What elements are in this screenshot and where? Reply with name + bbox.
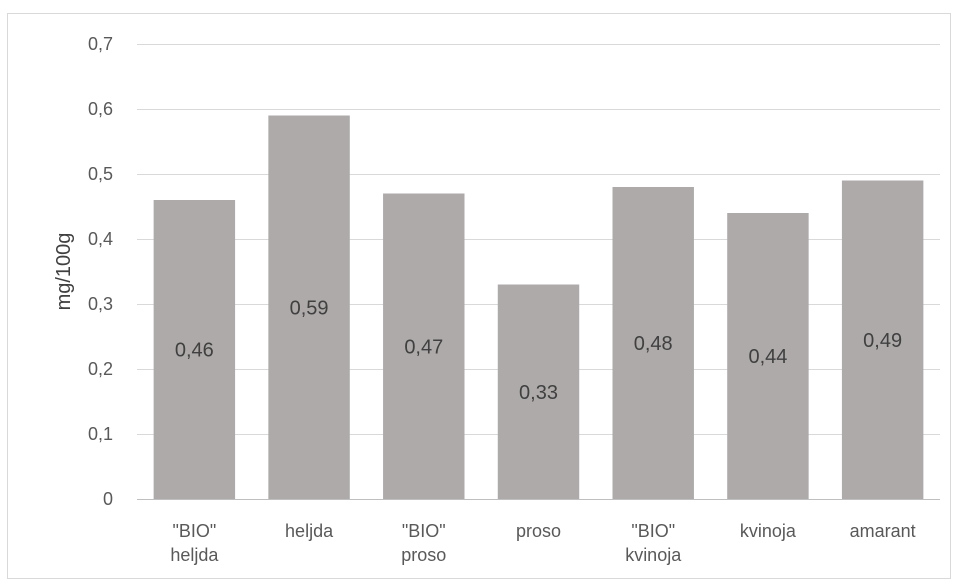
x-category-label: "BIO" heljda <box>170 521 219 565</box>
x-category-label: amarant <box>850 521 916 541</box>
x-category-label: kvinoja <box>740 521 797 541</box>
y-tick-label: 0,4 <box>88 229 113 249</box>
y-tick-label: 0,6 <box>88 99 113 119</box>
data-label: 0,33 <box>519 382 558 404</box>
x-category-label-line: heljda <box>170 545 219 565</box>
x-category-label-line: "BIO" <box>402 521 446 541</box>
bar <box>727 213 809 499</box>
x-category-label: "BIO" kvinoja <box>625 521 682 565</box>
data-label: 0,59 <box>290 297 329 319</box>
bar <box>153 200 236 499</box>
x-category-label: "BIO" proso <box>401 521 446 565</box>
x-category-label: heljda <box>285 521 334 541</box>
y-tick-label: 0 <box>103 489 113 509</box>
x-category-label: proso <box>516 521 561 541</box>
bar <box>612 187 694 499</box>
y-tick-label: 0,5 <box>88 164 113 184</box>
bar <box>841 180 924 499</box>
y-tick-label: 0,3 <box>88 294 113 314</box>
x-category-label-line: proso <box>401 545 446 565</box>
bars <box>153 115 924 499</box>
x-category-label-line: kvinoja <box>740 521 797 541</box>
bar <box>268 115 350 499</box>
x-category-label-line: "BIO" <box>172 521 216 541</box>
y-axis-title: mg/100g <box>53 233 75 311</box>
data-label: 0,46 <box>175 340 214 362</box>
y-tick-label: 0,7 <box>88 34 113 54</box>
y-axis-ticks: 0 0,1 0,2 0,3 0,4 0,5 0,6 0,7 <box>88 34 113 509</box>
bar <box>497 284 580 499</box>
x-category-label-line: proso <box>516 521 561 541</box>
data-label: 0,44 <box>748 346 787 368</box>
y-tick-label: 0,2 <box>88 359 113 379</box>
y-tick-label: 0,1 <box>88 424 113 444</box>
data-label: 0,49 <box>863 330 902 352</box>
data-labels: 0,46 0,59 0,47 0,33 0,48 0,44 0,49 <box>175 297 902 404</box>
x-category-label-line: "BIO" <box>631 521 675 541</box>
x-category-label-line: heljda <box>285 521 334 541</box>
x-axis-categories: "BIO" heljda heljda "BIO" proso proso "BIO" kvi… <box>170 521 915 565</box>
x-category-label-line: kvinoja <box>625 545 682 565</box>
x-category-label-line: amarant <box>850 521 916 541</box>
data-label: 0,48 <box>634 333 673 355</box>
data-label: 0,47 <box>404 336 443 358</box>
bar <box>383 193 465 499</box>
